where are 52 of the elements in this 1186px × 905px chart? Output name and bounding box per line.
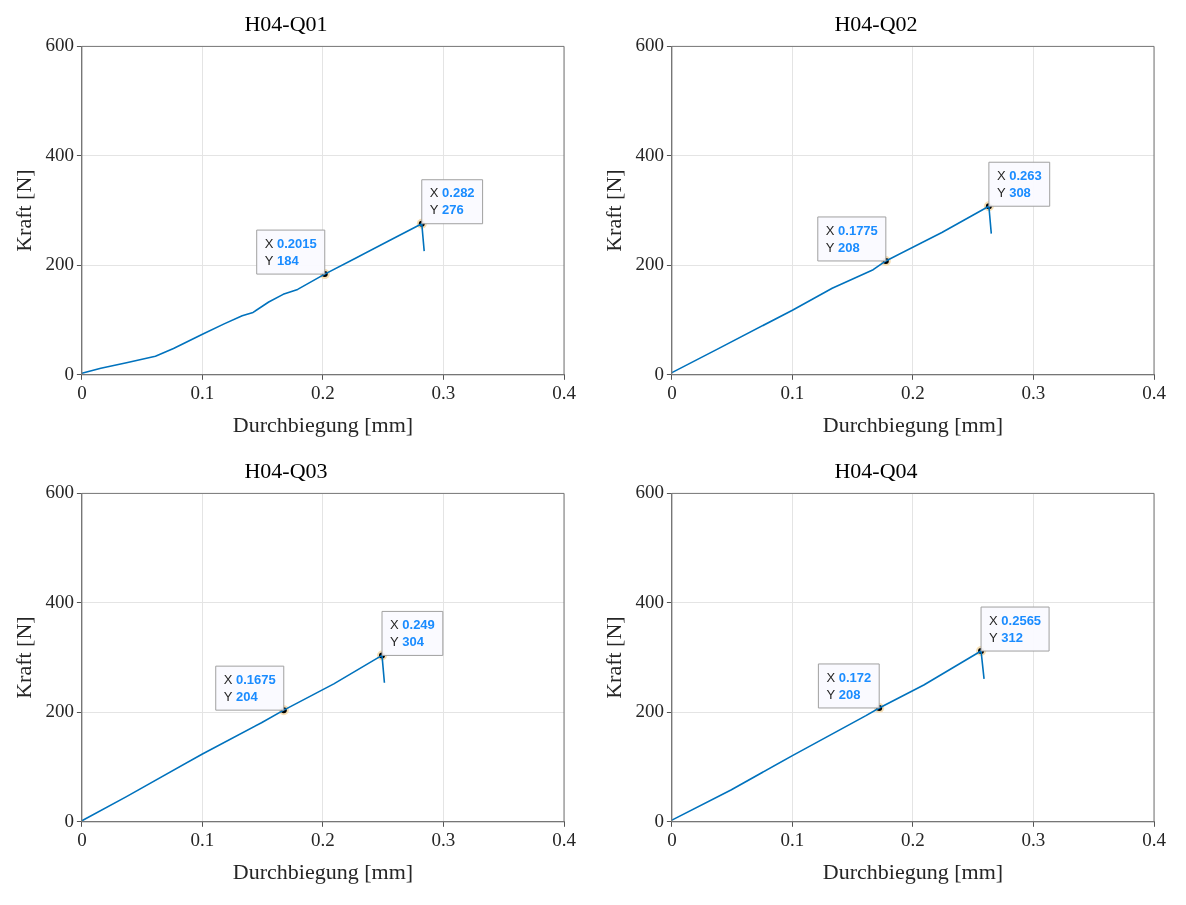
annotation: X 0.2565 Y 312 xyxy=(989,612,1042,645)
y-axis-title: Kraft [N] xyxy=(10,169,36,252)
chart-title: H04-Q03 xyxy=(244,457,328,483)
y-axis-title: Kraft [N] xyxy=(600,169,626,252)
x-tick-label: 0.1 xyxy=(190,382,215,404)
annotation: X 0.172 Y 208 xyxy=(826,669,872,702)
y-tick-label: 0 xyxy=(64,809,74,831)
x-tick-label: 0.2 xyxy=(901,829,925,851)
chart-title: H04-Q04 xyxy=(834,457,918,483)
annotation: X 0.249 Y 304 xyxy=(390,616,435,649)
y-tick-label: 200 xyxy=(635,253,664,275)
x-tick-label: 0.4 xyxy=(552,829,577,851)
chart-title: H04-Q01 xyxy=(244,10,328,36)
y-tick-label: 200 xyxy=(635,700,664,722)
x-tick-label: 0.2 xyxy=(901,382,925,404)
x-tick-label: 0.1 xyxy=(190,829,215,851)
y-tick-label: 400 xyxy=(45,143,74,165)
y-tick-label: 600 xyxy=(45,34,74,56)
x-axis-title: Durchbiegung [mm] xyxy=(822,858,1004,884)
y-axis-title: Kraft [N] xyxy=(10,616,36,699)
x-axis-title: Durchbiegung [mm] xyxy=(232,858,414,884)
x-tick-label: 0.3 xyxy=(431,829,456,851)
y-tick-label: 0 xyxy=(64,362,74,384)
x-axis-title: Durchbiegung [mm] xyxy=(822,411,1004,437)
x-tick-label: 0.1 xyxy=(780,382,805,404)
y-tick-label: 600 xyxy=(635,481,664,503)
y-tick-label: 400 xyxy=(45,590,74,612)
annotation: X 0.1675 Y 204 xyxy=(223,671,276,704)
x-tick-label: 0.4 xyxy=(1142,829,1167,851)
annotation: X 0.1775 Y 208 xyxy=(825,222,878,255)
y-tick-label: 400 xyxy=(635,590,664,612)
chart-title: H04-Q02 xyxy=(834,10,918,36)
x-axis-title: Durchbiegung [mm] xyxy=(232,411,414,437)
annotation: X 0.263 Y 308 xyxy=(996,167,1042,200)
x-tick-label: 0.4 xyxy=(1142,382,1167,404)
y-tick-label: 0 xyxy=(654,362,664,384)
x-tick-label: 0.3 xyxy=(1021,829,1046,851)
y-tick-label: 400 xyxy=(635,143,664,165)
x-tick-label: 0.3 xyxy=(431,382,456,404)
x-tick-label: 0.2 xyxy=(311,382,335,404)
annotation: X 0.2015 Y 184 xyxy=(264,235,317,268)
y-axis-title: Kraft [N] xyxy=(600,616,626,699)
x-tick-label: 0.3 xyxy=(1021,382,1046,404)
y-tick-label: 200 xyxy=(45,700,74,722)
x-tick-label: 0.1 xyxy=(780,829,805,851)
y-tick-label: 0 xyxy=(654,809,664,831)
x-tick-label: 0.2 xyxy=(311,829,335,851)
y-tick-label: 600 xyxy=(635,34,664,56)
x-tick-label: 0.4 xyxy=(552,382,577,404)
y-tick-label: 600 xyxy=(45,481,74,503)
y-tick-label: 200 xyxy=(45,253,74,275)
annotation: X 0.282 Y 276 xyxy=(429,185,475,218)
